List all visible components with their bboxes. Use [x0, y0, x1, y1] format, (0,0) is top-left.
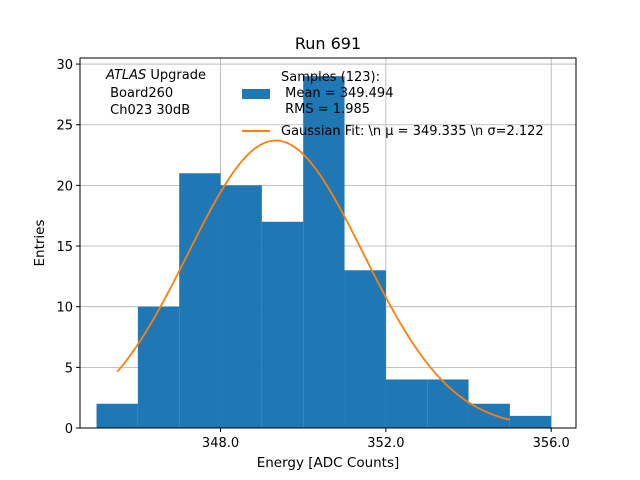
fit-curve [116, 139, 511, 421]
y-tick-label: 15 [56, 240, 73, 255]
histogram-bar [427, 379, 469, 428]
atlas-annotation: ATLAS Upgrade Board260 Ch023 30dB [105, 68, 206, 118]
y-tick-label: 20 [56, 179, 73, 194]
x-axis-label: Energy [ADC Counts] [257, 455, 400, 471]
y-tick-label: 5 [65, 361, 73, 376]
histogram-bar [96, 403, 138, 428]
histogram-bar [220, 185, 262, 428]
atlas-label: ATLAS [105, 68, 146, 83]
y-axis-ticks: 0 5 10 15 20 25 30 [56, 58, 80, 437]
legend-samples-label: Samples (123): [281, 70, 380, 85]
plot-frame [79, 57, 577, 429]
x-tick-label: 352.0 [367, 436, 404, 451]
legend-hist-swatch [242, 89, 270, 99]
upgrade-label: Upgrade [146, 68, 206, 83]
histogram-bar [303, 76, 345, 429]
legend: Samples (123): Mean = 349.494 RMS = 1.98… [242, 70, 544, 139]
x-tick-label: 348.0 [202, 436, 239, 451]
histogram-bar [137, 306, 180, 428]
chart-title: Run 691 [295, 34, 361, 53]
histogram-bars [96, 76, 552, 429]
x-tick-label: 356.0 [533, 436, 570, 451]
histogram-bar [179, 173, 221, 428]
y-tick-label: 25 [56, 119, 73, 134]
y-tick-label: 0 [65, 422, 73, 437]
y-tick-label: 30 [56, 58, 73, 73]
histogram-bar [261, 221, 304, 428]
histogram-bar [509, 415, 552, 428]
legend-mean-label: Mean = 349.494 [281, 86, 393, 101]
legend-rms-label: RMS = 1.985 [281, 102, 370, 117]
y-tick-label: 10 [56, 301, 73, 316]
legend-fit-label: Gaussian Fit: \n μ = 349.335 \n σ=2.122 [281, 124, 544, 139]
board-label: Board260 [106, 86, 173, 101]
channel-label: Ch023 30dB [106, 103, 190, 118]
y-axis-label: Entries [32, 219, 48, 266]
histogram-bar [468, 403, 510, 428]
gaussian-fit [116, 139, 511, 421]
x-axis-ticks: 348.0 352.0 356.0 [202, 428, 570, 451]
histogram-bar [385, 379, 428, 428]
histogram-bar [344, 270, 386, 428]
svg-text:ATLAS Upgrade: ATLAS Upgrade [105, 68, 206, 83]
